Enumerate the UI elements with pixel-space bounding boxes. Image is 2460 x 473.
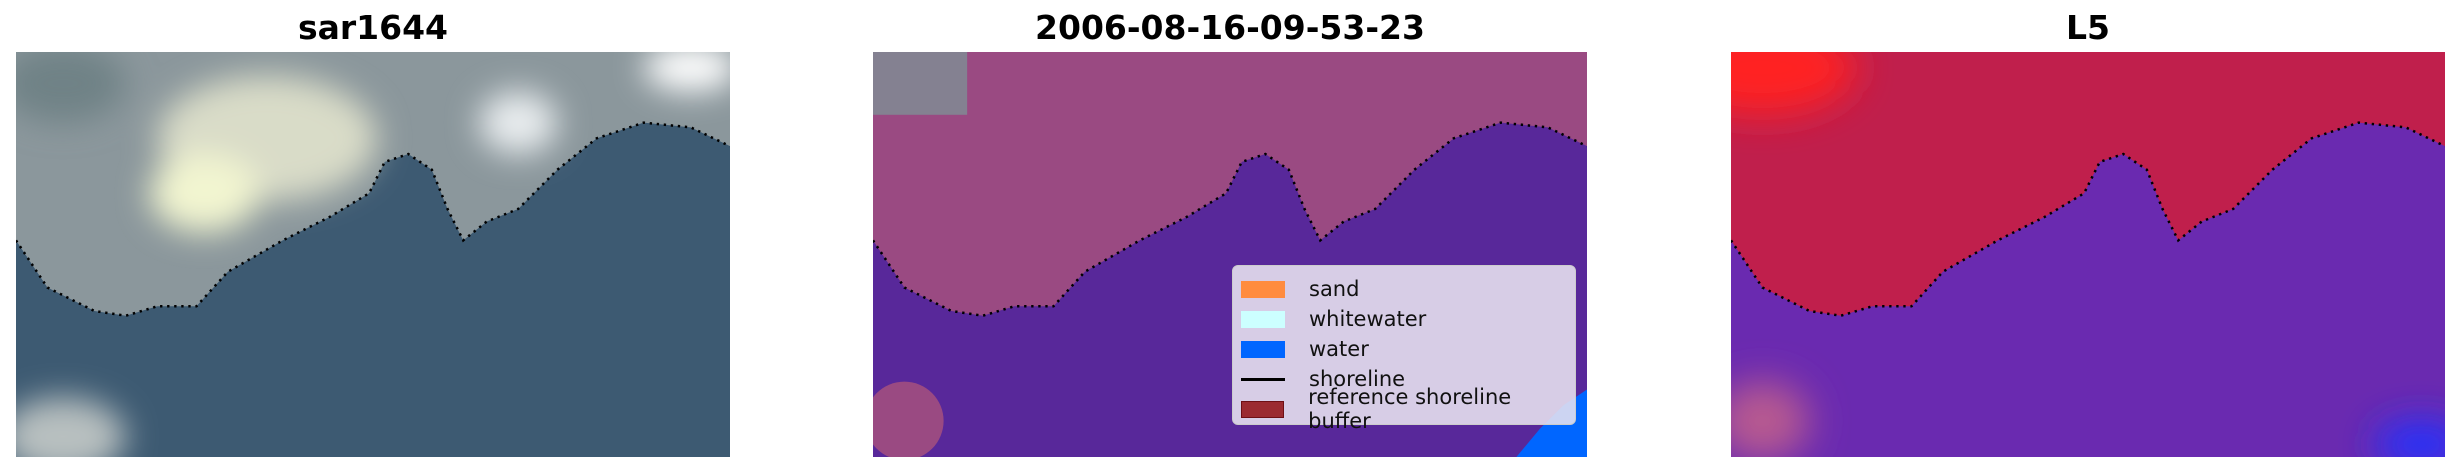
legend: sand whitewater water shoreline referenc…: [1232, 265, 1576, 433]
index-image-panel: [1731, 52, 2445, 457]
legend-item-water: water: [1241, 334, 1575, 364]
legend-item-reference-buffer: reference shoreline buffer: [1241, 385, 1575, 433]
legend-item-shoreline: shoreline: [1241, 364, 1575, 394]
panel-title-1: sar1644: [297, 8, 449, 47]
buffer-swatch: [1241, 400, 1285, 418]
legend-item-sand: sand: [1241, 274, 1575, 304]
shoreline: [16, 121, 730, 318]
classified-image-panel: [873, 52, 1587, 457]
index-image: [1731, 52, 2445, 457]
whitewater-swatch: [1241, 310, 1285, 328]
shoreline: [873, 121, 1587, 318]
satellite-image-panel: [16, 52, 730, 457]
rgb-image: [16, 52, 730, 457]
shoreline: [1731, 121, 2445, 318]
classified-image: [873, 52, 1587, 457]
water-swatch: [1241, 340, 1285, 358]
shoreline-line-swatch: [1241, 377, 1285, 381]
panel-title-2: 2006-08-16-09-53-23: [1035, 8, 1425, 47]
panel-title-3: L5: [2066, 8, 2110, 47]
sand-swatch: [1241, 280, 1285, 298]
legend-item-whitewater: whitewater: [1241, 304, 1575, 334]
